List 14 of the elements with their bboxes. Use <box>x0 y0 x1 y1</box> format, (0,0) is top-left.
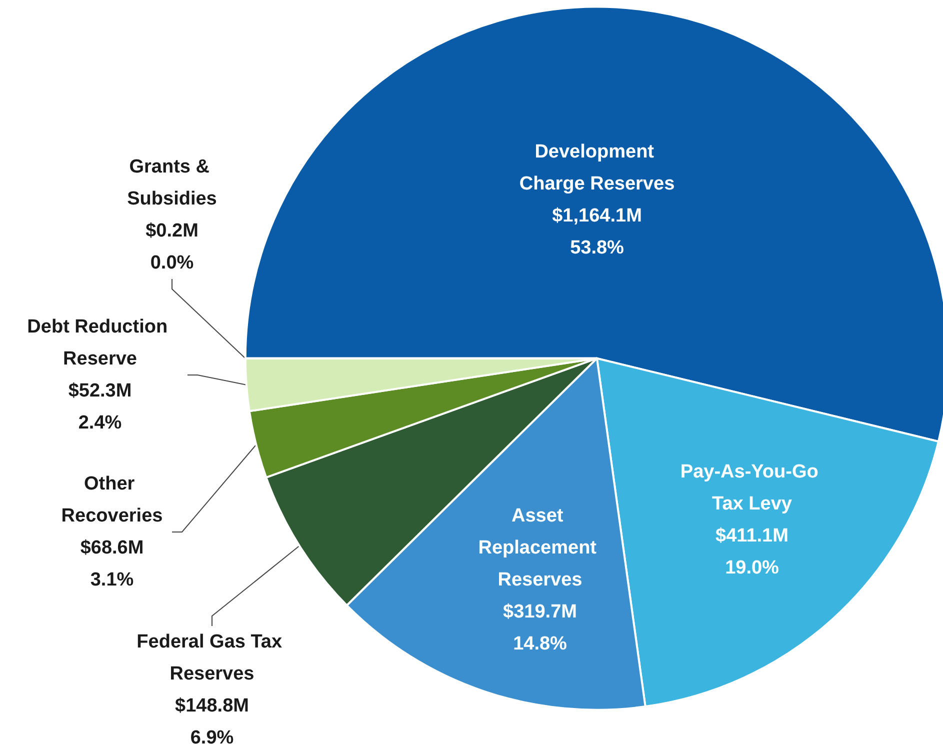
data-label: $52.3M 2.4% <box>68 380 132 434</box>
slice-label: Other Recoveries <box>61 474 163 526</box>
slice-label: Development Charge Reserves <box>519 142 675 194</box>
data-label: $148.8M 6.9% <box>175 696 249 748</box>
data-label: $1,164.1M 53.8% <box>552 206 642 258</box>
text: $0.2M 0.0% <box>146 220 198 274</box>
data-label: $68.6M 3.1% <box>80 538 144 590</box>
slice-label: Federal Gas Tax Reserves <box>136 632 288 684</box>
category-label: Grants & Subsidies <box>127 156 217 210</box>
slice-label: Pay-As-You-Go Tax Levy <box>680 462 824 514</box>
slice-label: Asset Replacement Reserves <box>478 506 602 590</box>
slice-label: Debt Reduction Reserve <box>27 316 173 370</box>
data-label: $411.1M 19.0% <box>716 526 788 578</box>
data-label: $319.7M 14.8% <box>503 602 577 654</box>
